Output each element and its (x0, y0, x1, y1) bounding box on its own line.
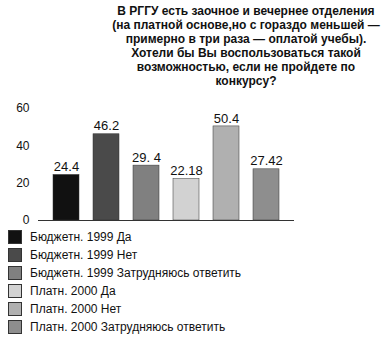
svg-text:22.18: 22.18 (170, 163, 203, 178)
html-text:В РГГУ есть заочное и вечернее: В РГГУ есть заочное и вечернее отделения… (112, 4, 380, 88)
html-text:Платн. 2000 Затрудняюсь ответи: Платн. 2000 Затрудняюсь ответить (30, 320, 226, 334)
html-text:Платн. 2000 Нет: Платн. 2000 Нет (30, 302, 122, 316)
svg-text:27.42: 27.42 (250, 153, 283, 168)
svg-text:40: 40 (16, 139, 30, 153)
svg-text:20: 20 (16, 176, 30, 190)
svg-text:0: 0 (23, 213, 30, 227)
svg-text:50.4: 50.4 (214, 111, 239, 126)
svg-text:46.2: 46.2 (94, 118, 119, 133)
svg-text:60: 60 (16, 101, 30, 115)
svg-text:29. 4: 29. 4 (132, 150, 161, 165)
html-text:Бюджетн. 1999 Да: Бюджетн. 1999 Да (30, 230, 132, 244)
html-text:Бюджетн. 1999 Затрудняюсь отве: Бюджетн. 1999 Затрудняюсь ответить (30, 266, 242, 280)
html-text:Платн. 2000 Да: Платн. 2000 Да (30, 284, 116, 298)
html-text:Бюджетн. 1999 Нет: Бюджетн. 1999 Нет (30, 248, 138, 262)
svg-text:24.4: 24.4 (54, 159, 79, 174)
